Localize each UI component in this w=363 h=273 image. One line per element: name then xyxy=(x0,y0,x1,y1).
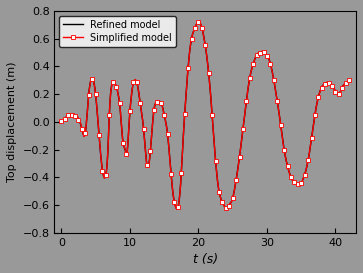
Legend: Refined model, Simplified model: Refined model, Simplified model xyxy=(59,16,176,46)
Refined model xyxy=(275,99,280,103)
Simplified model xyxy=(275,99,280,103)
Refined model xyxy=(347,79,351,82)
Simplified model xyxy=(294,183,299,186)
Simplified model xyxy=(291,180,295,183)
Simplified model xyxy=(196,20,200,23)
Line: Simplified model: Simplified model xyxy=(59,20,351,211)
Refined model xyxy=(175,207,179,210)
Simplified model xyxy=(234,178,238,181)
Simplified model xyxy=(277,108,281,112)
Simplified model xyxy=(175,207,179,210)
Refined model xyxy=(234,178,238,182)
Refined model xyxy=(59,120,64,123)
Y-axis label: Top displacement (m): Top displacement (m) xyxy=(7,61,17,182)
Simplified model xyxy=(149,140,153,143)
Simplified model xyxy=(59,119,64,123)
Refined model xyxy=(294,182,299,186)
Refined model xyxy=(196,20,201,24)
Refined model xyxy=(277,108,281,112)
Line: Refined model: Refined model xyxy=(61,22,349,209)
Refined model xyxy=(291,180,295,183)
Simplified model xyxy=(347,78,351,81)
Refined model xyxy=(149,140,153,143)
X-axis label: t (s): t (s) xyxy=(193,253,218,266)
